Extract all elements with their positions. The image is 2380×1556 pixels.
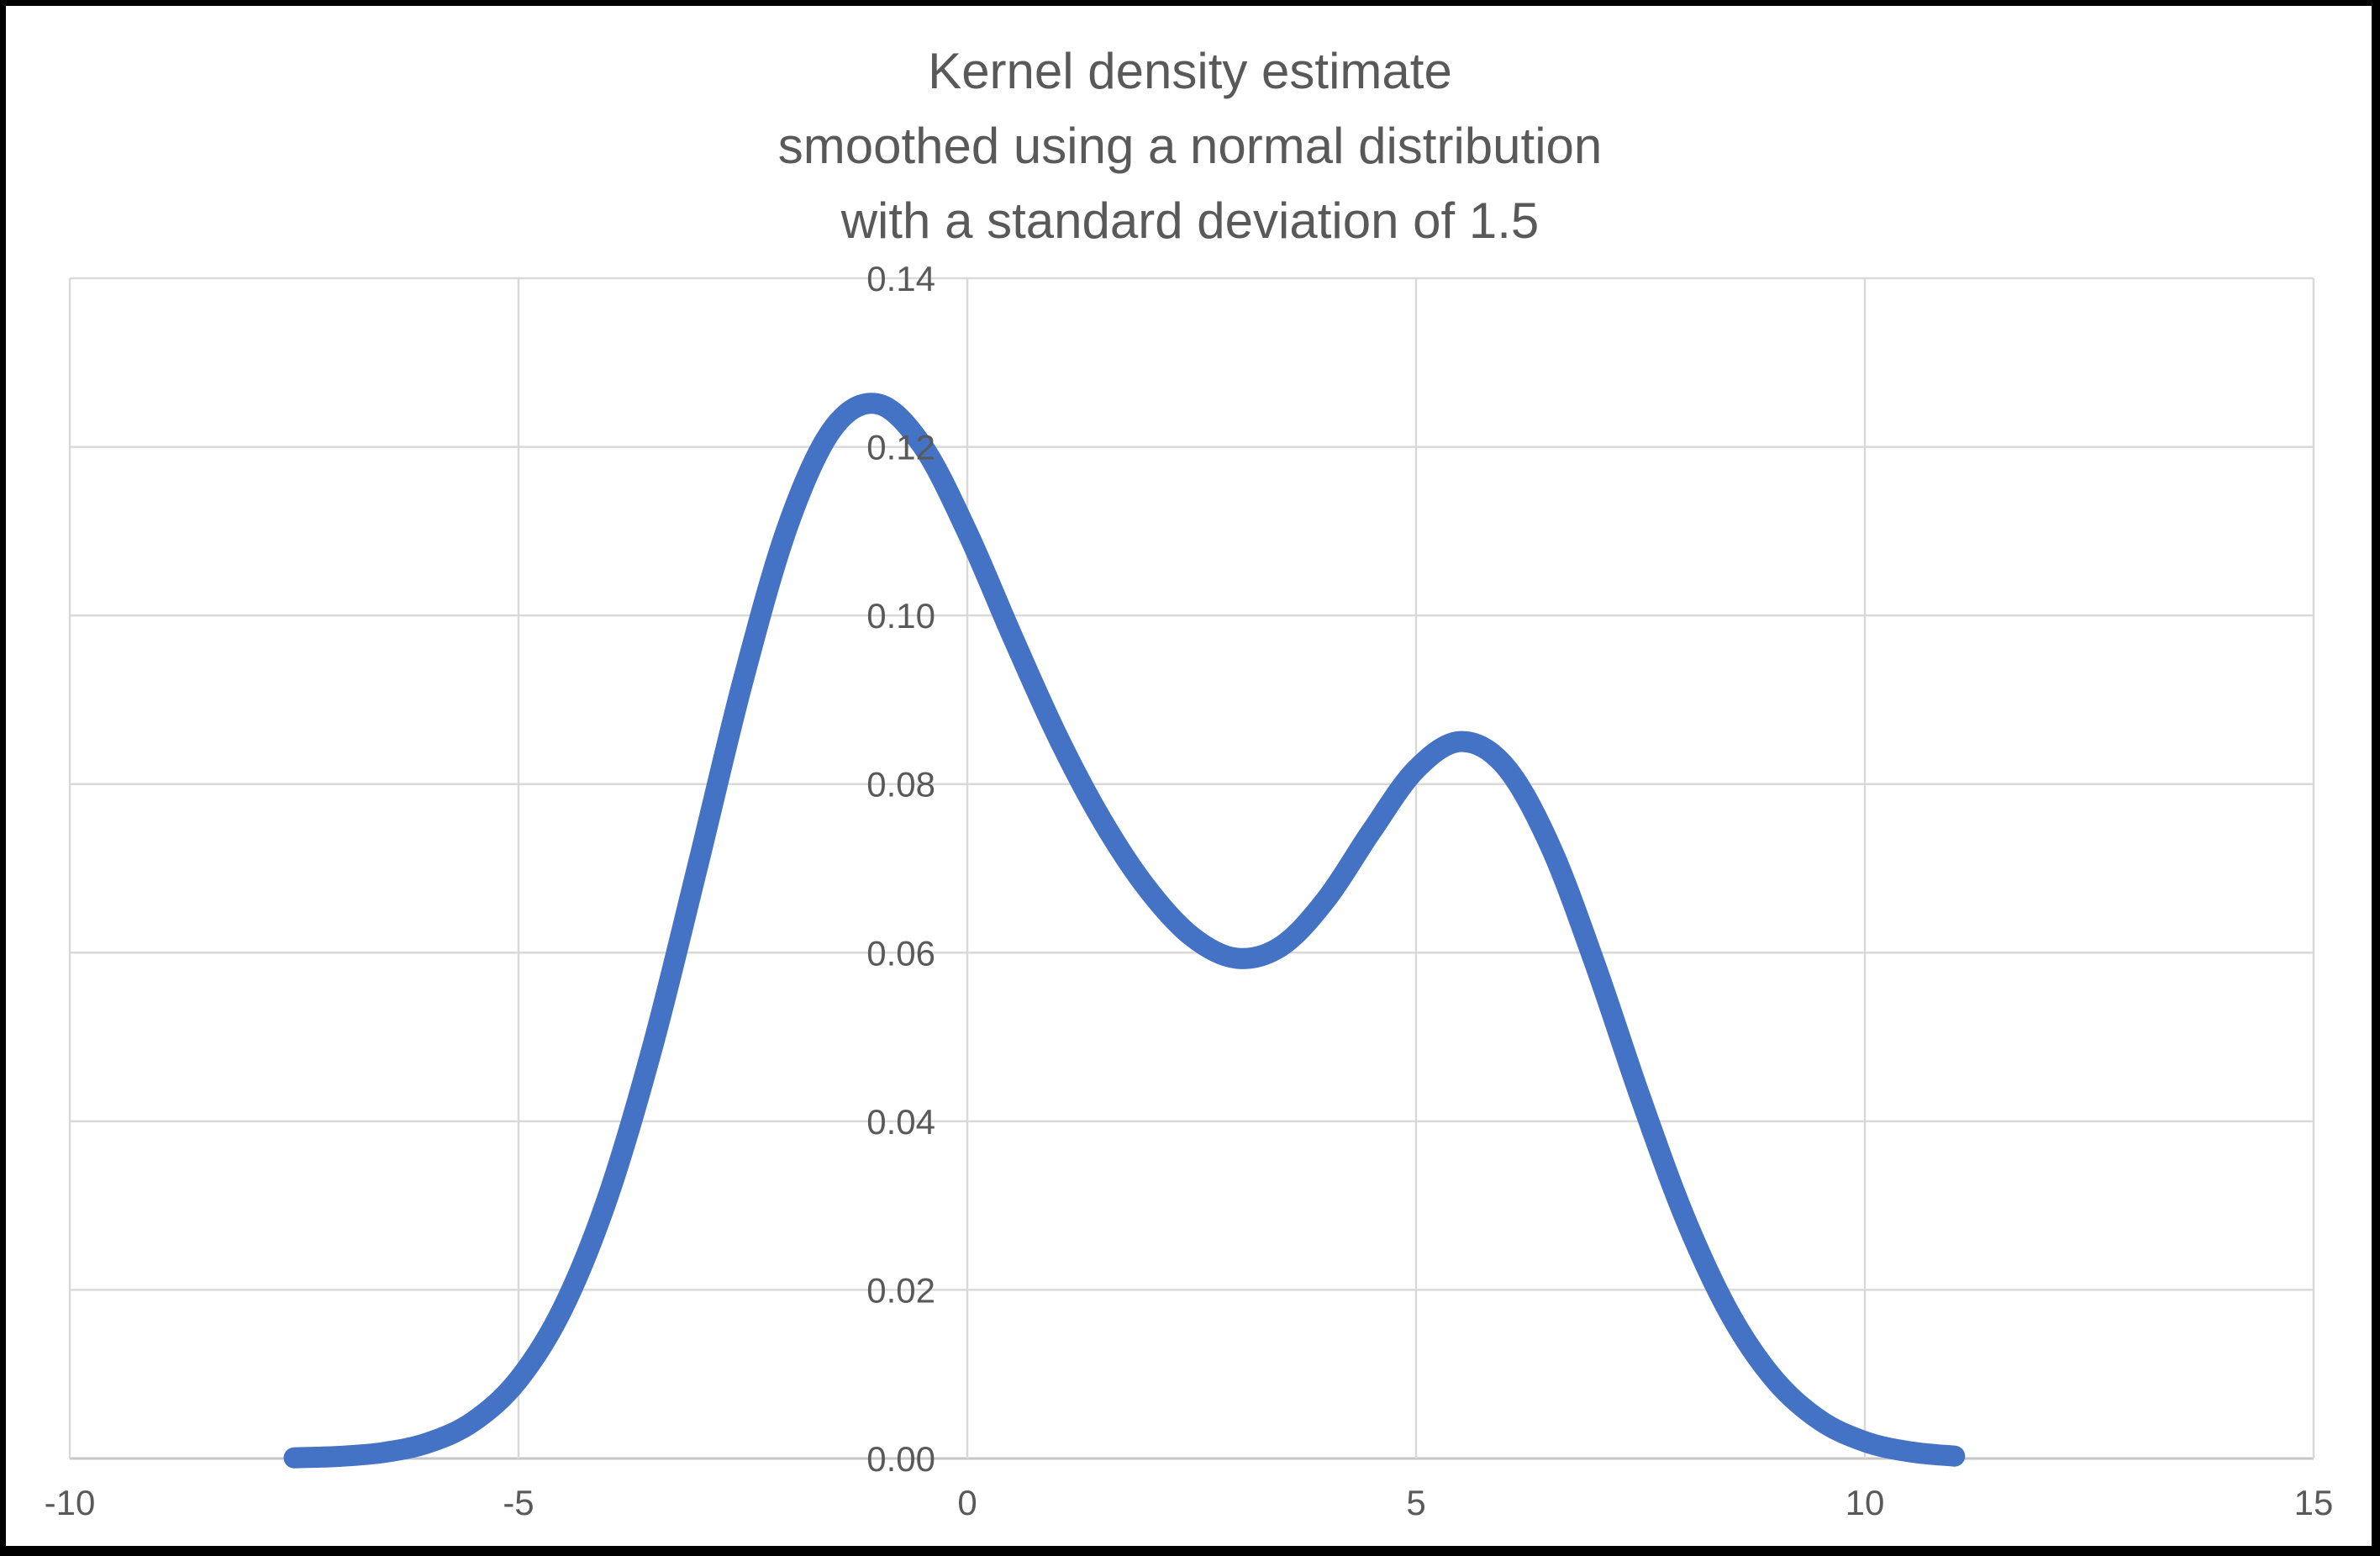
y-tick-label: 0.02	[866, 1270, 935, 1310]
x-tick-label: -10	[45, 1483, 96, 1522]
x-tick-label: -5	[503, 1483, 534, 1522]
kde-curve	[283, 393, 1966, 1469]
y-tick-label: 0.10	[866, 596, 935, 636]
y-tick-label: 0.08	[866, 765, 935, 804]
x-tick-label: 5	[1406, 1483, 1425, 1522]
x-tick-label: 15	[2294, 1483, 2334, 1522]
y-tick-label: 0.06	[866, 933, 935, 973]
y-tick-label: 0.14	[866, 259, 935, 298]
x-tick-label: 0	[957, 1483, 977, 1522]
y-tick-label: 0.12	[866, 428, 935, 467]
y-tick-label: 0.00	[866, 1439, 935, 1479]
x-tick-label: 10	[1846, 1483, 1885, 1522]
y-tick-label: 0.04	[866, 1102, 935, 1142]
